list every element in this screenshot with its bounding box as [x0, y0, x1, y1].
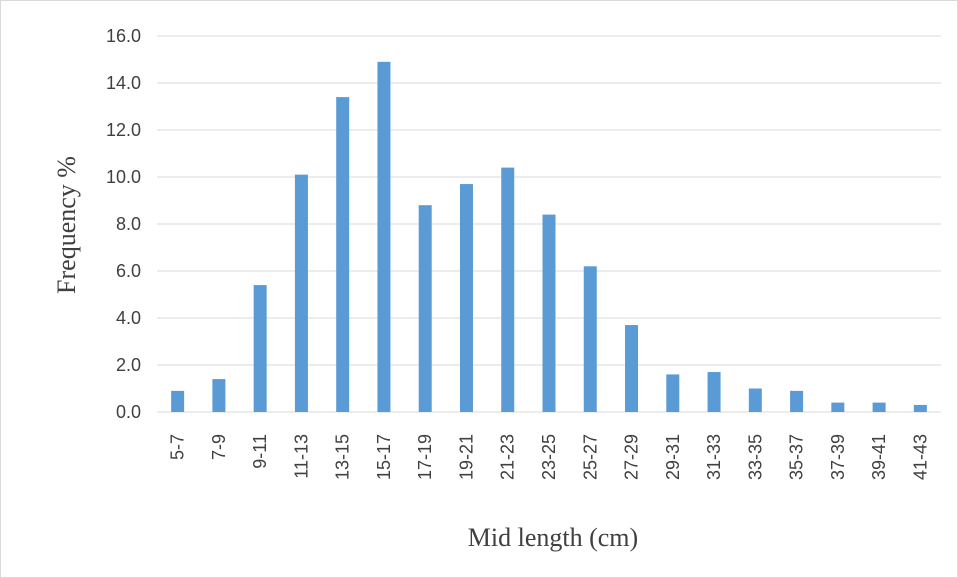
x-tick-label: 23-25	[539, 434, 559, 480]
x-tick-label: 33-35	[745, 434, 765, 480]
x-tick-label: 41-43	[910, 434, 930, 480]
bar-9-11	[253, 285, 267, 412]
y-axis-title: Frequency %	[52, 156, 81, 294]
x-axis-title: Mid length (cm)	[468, 523, 638, 552]
bars	[171, 61, 927, 412]
bar-7-9	[212, 379, 226, 412]
x-tick-label: 9-11	[250, 434, 270, 469]
bar-29-31	[666, 374, 680, 412]
bar-23-25	[542, 214, 556, 412]
x-tick-label: 15-17	[374, 434, 394, 480]
x-tick-label: 5-7	[168, 434, 188, 460]
y-tick-label: 0.0	[116, 402, 141, 422]
bar-13-15	[336, 97, 350, 412]
x-tick-label: 21-23	[498, 434, 518, 480]
bar-39-41	[872, 402, 886, 412]
bar-41-43	[913, 404, 927, 412]
y-tick-label: 8.0	[116, 214, 141, 234]
x-tick-label: 31-33	[704, 434, 724, 480]
x-tick-label: 13-15	[333, 434, 353, 480]
y-tick-label: 2.0	[116, 355, 141, 375]
bar-25-27	[583, 266, 597, 412]
bar-11-13	[294, 174, 308, 412]
bar-37-39	[831, 402, 845, 412]
x-tick-label: 25-27	[580, 434, 600, 480]
x-tick-label: 29-31	[663, 434, 683, 480]
y-tick-label: 14.0	[106, 73, 141, 93]
bar-17-19	[418, 205, 432, 412]
y-tick-label: 6.0	[116, 261, 141, 281]
x-tick-label: 19-21	[456, 434, 476, 480]
x-tick-labels: 5-7 7-9 9-11 11-13 13-15 15-17 17-19 19-21 21-23…	[168, 434, 931, 480]
bar-5-7	[171, 390, 185, 412]
x-tick-label: 35-37	[787, 434, 807, 480]
x-tick-label: 7-9	[209, 434, 229, 460]
bar-21-23	[501, 167, 515, 412]
y-tick-label: 4.0	[116, 308, 141, 328]
y-tick-label: 10.0	[106, 167, 141, 187]
x-tick-label: 17-19	[415, 434, 435, 480]
bar-31-33	[707, 372, 721, 412]
x-tick-label: 37-39	[828, 434, 848, 480]
bar-15-17	[377, 61, 391, 412]
y-tick-label: 16.0	[106, 26, 141, 46]
bar-35-37	[790, 390, 804, 412]
bar-33-35	[748, 388, 762, 412]
x-tick-label: 11-13	[291, 434, 311, 479]
x-tick-label: 39-41	[869, 434, 889, 480]
y-tick-label: 12.0	[106, 120, 141, 140]
x-tick-label: 27-29	[622, 434, 642, 480]
bar-19-21	[459, 184, 473, 412]
bar-27-29	[625, 325, 639, 412]
y-tick-labels: 0.0 2.0 4.0 6.0 8.0 10.0 12.0 14.0 16.0	[106, 26, 141, 422]
